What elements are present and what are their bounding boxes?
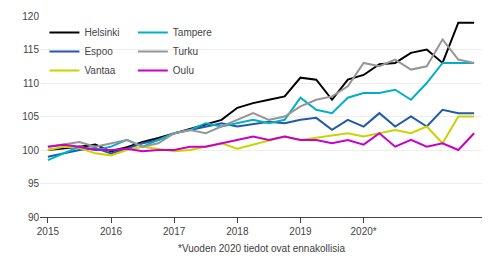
svg-text:Espoo: Espoo <box>84 46 113 57</box>
svg-text:Vantaa: Vantaa <box>84 65 115 76</box>
svg-text:2016: 2016 <box>100 226 123 237</box>
svg-text:Turku: Turku <box>173 46 198 57</box>
svg-text:90: 90 <box>28 212 40 223</box>
svg-text:Oulu: Oulu <box>173 65 194 76</box>
svg-text:100: 100 <box>22 145 39 156</box>
svg-text:Helsinki: Helsinki <box>84 27 119 38</box>
svg-text:2020*: 2020* <box>351 226 377 237</box>
svg-text:115: 115 <box>23 44 39 55</box>
svg-text:*Vuoden 2020 tiedot ovat ennak: *Vuoden 2020 tiedot ovat ennakollisia <box>178 243 345 254</box>
svg-text:2018: 2018 <box>226 226 249 237</box>
svg-text:110: 110 <box>23 78 39 89</box>
svg-text:2017: 2017 <box>163 226 186 237</box>
svg-text:2019: 2019 <box>289 226 312 237</box>
svg-text:Tampere: Tampere <box>173 27 212 38</box>
svg-text:105: 105 <box>22 111 39 122</box>
svg-text:120: 120 <box>22 11 39 22</box>
svg-text:95: 95 <box>28 178 40 189</box>
svg-text:2015: 2015 <box>37 226 60 237</box>
